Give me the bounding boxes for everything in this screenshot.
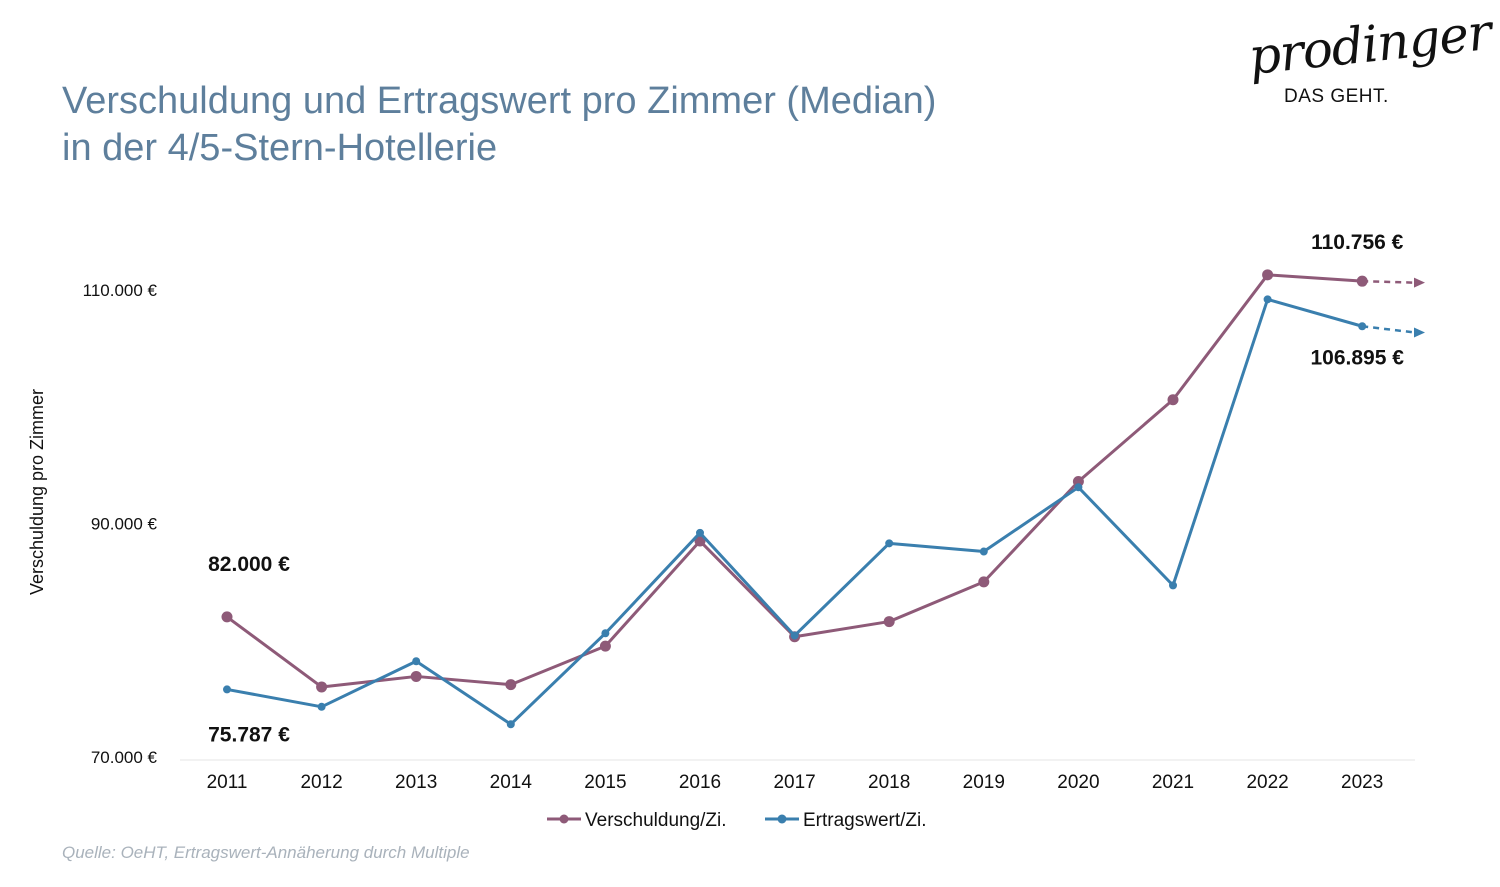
trend-arrow-icon	[1414, 277, 1425, 288]
data-point	[694, 535, 706, 547]
data-point	[979, 547, 988, 556]
x-tick-label: 2013	[395, 772, 437, 793]
x-tick-label: 2022	[1246, 772, 1288, 793]
x-tick-label: 2017	[773, 772, 815, 793]
trend-dash	[1362, 279, 1416, 284]
x-tick-label: 2015	[584, 772, 626, 793]
x-tick-label: 2011	[207, 772, 248, 793]
data-point	[599, 640, 611, 652]
x-tick-label: 2020	[1057, 772, 1099, 793]
legend-item-ertragswert: Ertragswert/Zi.	[803, 810, 927, 831]
data-point	[317, 702, 326, 711]
data-label: 110.756 €	[1311, 231, 1404, 254]
data-point	[1358, 322, 1367, 331]
legend-item-verschuldung: Verschuldung/Zi.	[585, 810, 727, 831]
chart-title: Verschuldung und Ertragswert pro Zimmer …	[62, 78, 936, 172]
y-tick-label: 90.000 €	[91, 515, 158, 534]
data-point	[696, 528, 704, 537]
data-point	[506, 720, 515, 729]
data-point	[883, 616, 895, 628]
chart-title-line-1: Verschuldung und Ertragswert pro Zimmer …	[62, 80, 937, 122]
trend-arrow-icon	[1414, 327, 1425, 338]
data-point	[221, 611, 233, 623]
y-tick-label: 110.000 €	[83, 281, 158, 300]
x-tick-label: 2018	[868, 772, 910, 793]
data-point	[410, 670, 422, 682]
data-point	[1263, 295, 1272, 304]
y-tick-label: 70.000 €	[91, 748, 158, 767]
data-point	[412, 657, 421, 666]
source-note: Quelle: OeHT, Ertragswert-Annäherung dur…	[62, 843, 470, 862]
x-tick-label: 2014	[490, 772, 533, 793]
data-label: 82.000 €	[208, 553, 290, 576]
data-point	[1169, 581, 1177, 590]
x-tick-label: 2021	[1152, 772, 1194, 793]
legend-marker	[777, 814, 787, 824]
data-point	[1074, 483, 1083, 492]
data-label: 75.787 €	[208, 723, 290, 746]
legend-marker	[559, 814, 569, 824]
logo-tagline: DAS GEHT.	[1284, 86, 1389, 107]
data-point	[1167, 394, 1179, 406]
data-point	[1072, 475, 1084, 487]
data-point	[1356, 275, 1368, 287]
y-axis-label: Verschuldung pro Zimmer	[27, 389, 47, 595]
data-point	[885, 539, 894, 548]
data-point	[790, 631, 799, 640]
series-line-verschuldung	[226, 273, 1363, 689]
data-point	[223, 685, 231, 694]
x-tick-label: 2023	[1341, 772, 1383, 793]
data-point	[1262, 269, 1274, 281]
x-tick-label: 2012	[300, 772, 342, 793]
data-point	[601, 629, 610, 638]
data-point	[978, 576, 990, 588]
x-tick-label: 2016	[679, 772, 721, 793]
prodinger-logo: prodinger DAS GEHT.	[1246, 3, 1493, 124]
series-line-ertragswert	[226, 297, 1363, 726]
chart-title-line-2: in der 4/5-Stern-Hotellerie	[62, 127, 498, 169]
x-tick-label: 2019	[963, 772, 1005, 793]
data-point	[505, 679, 517, 691]
trend-dash	[1362, 325, 1416, 334]
data-point	[316, 681, 328, 693]
data-label: 106.895 €	[1310, 346, 1404, 369]
